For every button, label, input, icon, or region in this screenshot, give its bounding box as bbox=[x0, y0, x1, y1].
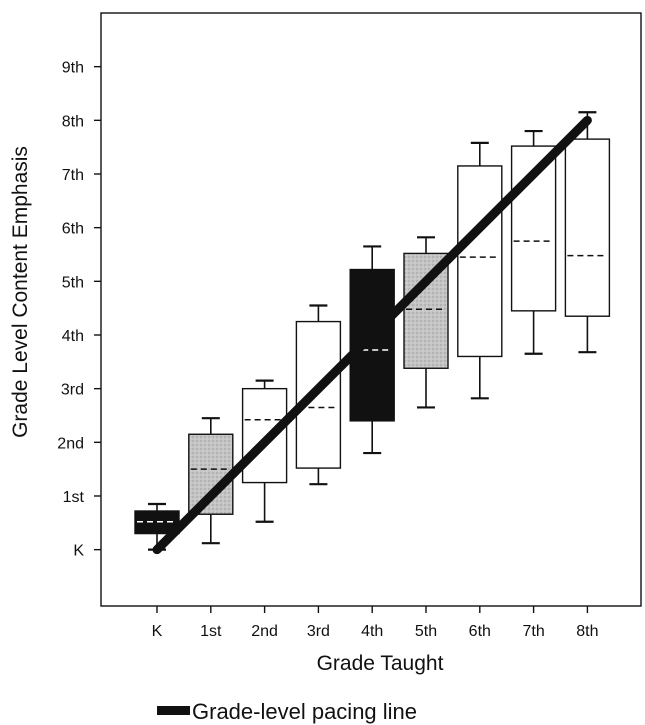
x-axis-title: Grade Taught bbox=[317, 652, 444, 675]
y-tick-label: 9th bbox=[62, 60, 84, 77]
legend: Grade-level pacing line bbox=[157, 699, 417, 724]
legend-swatch bbox=[157, 706, 190, 715]
y-tick-label: K bbox=[73, 543, 84, 560]
box-iqr bbox=[457, 165, 503, 358]
x-tick-label: 6th bbox=[469, 623, 491, 640]
x-tick-label: 1st bbox=[200, 623, 222, 640]
x-tick-label: 2nd bbox=[251, 623, 278, 640]
x-tick-label: 4th bbox=[361, 623, 383, 640]
box-K bbox=[134, 502, 180, 551]
y-tick-label: 3rd bbox=[61, 382, 84, 399]
x-tick-label: 3rd bbox=[307, 623, 330, 640]
pacing-line bbox=[152, 115, 592, 555]
x-tick-label: 5th bbox=[415, 623, 437, 640]
box-8th bbox=[564, 111, 611, 354]
legend-label: Grade-level pacing line bbox=[192, 699, 417, 724]
y-tick-label: 4th bbox=[62, 328, 84, 345]
y-tick-label: 7th bbox=[62, 167, 84, 184]
plot-frame bbox=[100, 12, 642, 607]
y-tick-label: 5th bbox=[62, 274, 84, 291]
y-tick-label: 6th bbox=[62, 221, 84, 238]
x-tick-label: 8th bbox=[576, 623, 598, 640]
y-axis-title: Grade Level Content Emphasis bbox=[9, 146, 32, 438]
box-iqr bbox=[241, 387, 288, 484]
x-tick-label: 7th bbox=[522, 623, 544, 640]
x-tick-label: K bbox=[152, 623, 163, 640]
box-iqr bbox=[564, 138, 611, 317]
y-tick-label: 8th bbox=[62, 113, 84, 130]
y-tick-label: 1st bbox=[63, 489, 85, 506]
y-axis: K 1st 2nd 3rd 4th 5th 6th 7th 8th 9th bbox=[57, 60, 101, 560]
box-6th bbox=[457, 141, 503, 400]
x-axis: K 1st 2nd 3rd 4th 5th 6th 7th 8th bbox=[152, 606, 599, 640]
box-2nd bbox=[241, 379, 288, 523]
y-tick-label: 2nd bbox=[57, 435, 84, 452]
